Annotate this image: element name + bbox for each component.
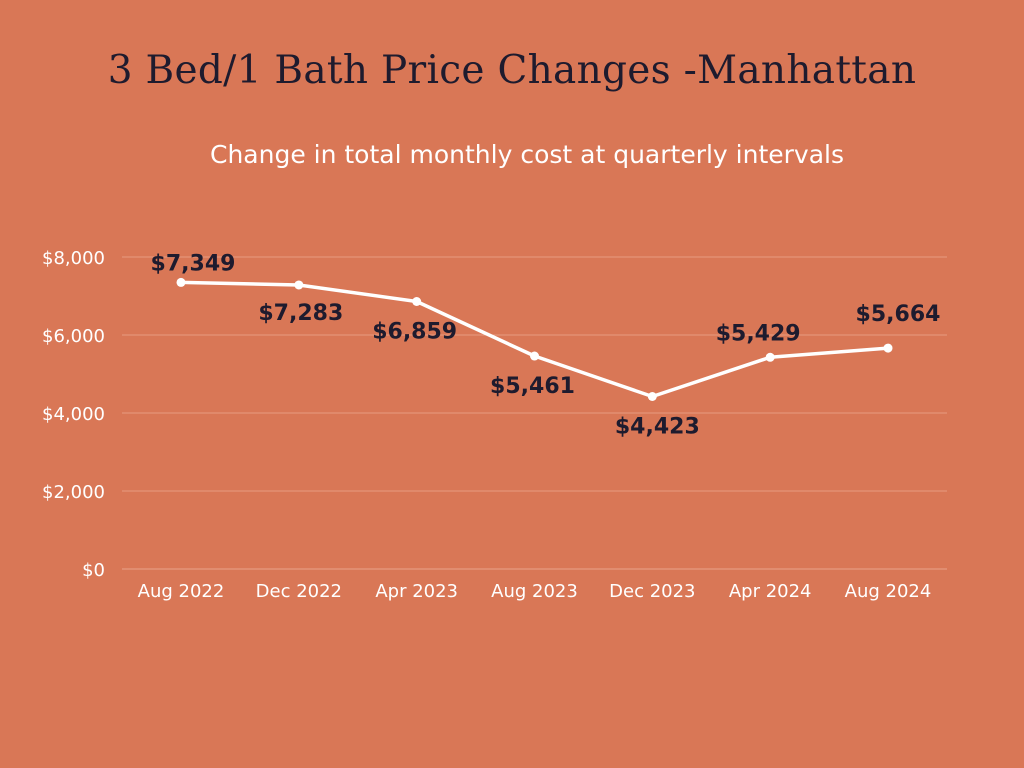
x-tick-label: Dec 2023 (609, 581, 695, 602)
y-axis-ticks: $0 $2,000 $4,000 $6,000 $8,000 (42, 248, 105, 581)
data-point (412, 296, 422, 306)
data-point (530, 351, 539, 361)
y-tick-label: $0 (82, 560, 105, 581)
data-point (647, 392, 657, 402)
y-tick-label: $6,000 (42, 326, 105, 347)
x-tick-label: Aug 2024 (845, 581, 932, 602)
chart-title: 3 Bed/1 Bath Price Changes -Manhattan (107, 48, 917, 93)
data-label: $5,664 (856, 302, 941, 327)
data-labels: $7,349 $7,283 $6,859 $5,461 $4,423 $5,429 $5,6… (151, 251, 941, 439)
x-tick-label: Apr 2023 (375, 581, 458, 602)
y-tick-label: $4,000 (42, 404, 105, 425)
data-point (176, 277, 186, 287)
data-label: $5,429 (716, 321, 801, 346)
data-label: $5,461 (490, 374, 575, 399)
gridlines (122, 256, 947, 570)
data-label: $7,283 (258, 301, 343, 326)
data-points (176, 277, 893, 402)
x-tick-label: Dec 2022 (256, 581, 342, 602)
data-point (765, 352, 775, 362)
x-tick-label: Aug 2023 (491, 581, 578, 602)
data-label: $4,423 (615, 415, 700, 440)
x-axis-ticks: Aug 2022 Dec 2022 Apr 2023 Aug 2023 Dec 2023… (138, 581, 932, 602)
data-point (294, 280, 304, 290)
x-tick-label: Aug 2022 (138, 581, 225, 602)
y-tick-label: $8,000 (42, 248, 105, 269)
x-tick-label: Apr 2024 (729, 581, 812, 602)
data-point (883, 343, 893, 353)
data-label: $6,859 (372, 319, 457, 344)
data-label: $7,349 (151, 251, 236, 276)
y-tick-label: $2,000 (42, 482, 105, 503)
chart-subtitle: Change in total monthly cost at quarterl… (209, 140, 845, 169)
